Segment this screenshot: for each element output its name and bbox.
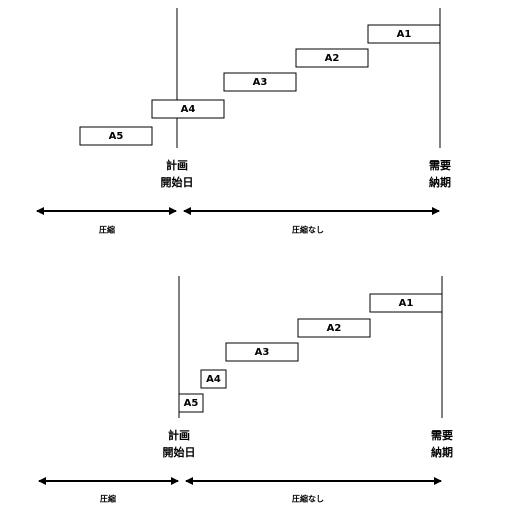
task-label: A3 [253,77,268,88]
task-box [369,293,443,313]
task-box [225,342,299,362]
task-label: A1 [399,298,414,309]
task-label: A5 [109,131,124,142]
task-label: A5 [184,398,199,409]
compressed-label: 圧縮 [99,225,115,235]
task-box [223,72,297,92]
task-label: A3 [255,347,270,358]
task-label: A2 [327,323,342,334]
due-label: 納期 [431,445,453,459]
start-label: 計画 [168,428,190,442]
start-label: 開始日 [161,175,194,189]
task-label: A1 [397,29,412,40]
uncompressed-label: 圧縮なし [292,225,324,235]
due-label: 需要 [429,159,451,172]
start-label: 開始日 [163,445,196,459]
uncompressed-label: 圧縮なし [292,494,324,504]
compressed-label: 圧縮 [100,494,116,504]
task-box [297,318,371,338]
panel: A1 A2 A3 A4 A5 計画 開始日 需要 納期 圧縮 圧縮なし [36,8,451,235]
start-label: 計画 [166,158,188,172]
task-label: A4 [181,104,196,115]
panel: A1 A2 A3 A4 A5 計画 開始日 需要 納期 圧縮 圧縮なし [38,276,453,504]
task-box [295,48,369,68]
task-label: A4 [206,374,221,385]
task-box [200,369,227,389]
due-label: 納期 [429,175,451,189]
task-label: A2 [325,53,340,64]
due-label: 需要 [431,429,453,442]
task-box [151,99,225,119]
task-box [367,24,441,44]
task-box [79,126,153,146]
task-box [178,393,204,413]
